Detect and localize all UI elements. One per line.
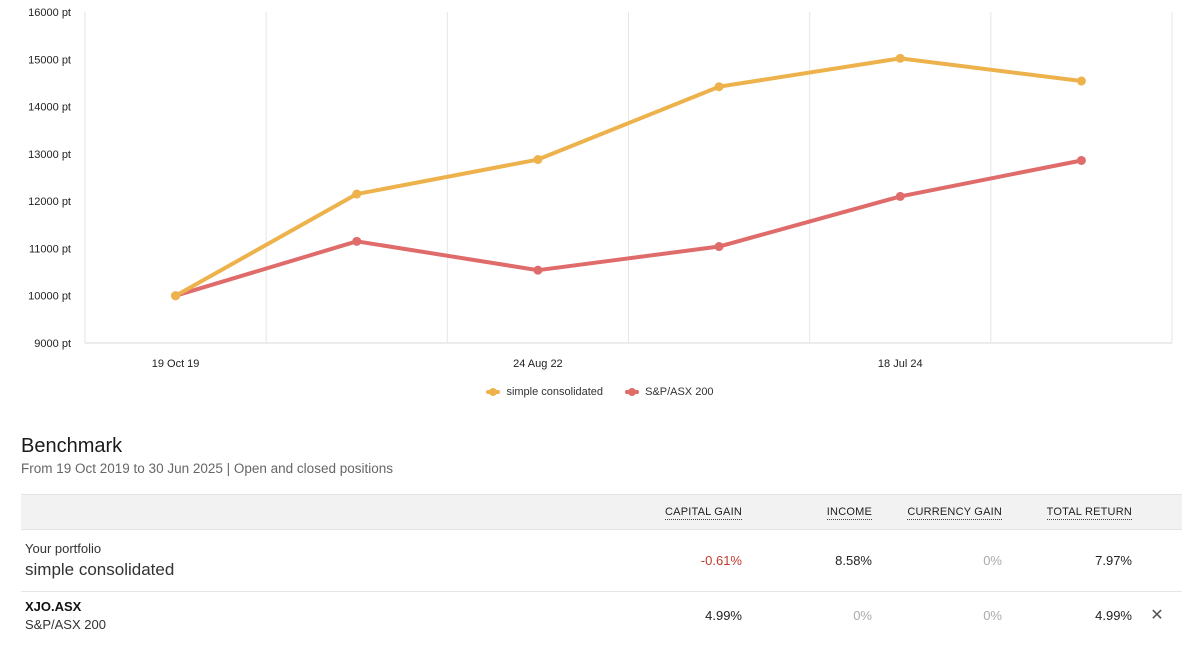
series-point-portfolio bbox=[714, 82, 724, 92]
portfolio-currency-gain: 0% bbox=[983, 553, 1002, 568]
y-tick-label: 16000 pt bbox=[28, 7, 71, 19]
series-point-portfolio bbox=[1076, 76, 1086, 86]
y-tick-label: 9000 pt bbox=[34, 338, 71, 350]
benchmark-capital-gain: 4.99% bbox=[705, 607, 742, 623]
benchmark-table: CAPITAL GAIN INCOME CURRENCY GAIN TOTAL … bbox=[21, 494, 1182, 638]
header-currency-gain[interactable]: CURRENCY GAIN bbox=[907, 506, 1002, 520]
series-point-benchmark bbox=[1076, 155, 1086, 165]
x-tick-label: 18 Jul 24 bbox=[878, 358, 923, 370]
header-total-return[interactable]: TOTAL RETURN bbox=[1046, 506, 1132, 520]
series-line-benchmark bbox=[173, 158, 1084, 298]
benchmark-title: Benchmark bbox=[21, 435, 123, 457]
series-point-portfolio bbox=[533, 155, 543, 165]
benchmark-name: S&P/ASX 200 bbox=[25, 616, 106, 632]
table-row-benchmark: XJO.ASX S&P/ASX 200 4.99% 0% 0% 4.99% ✕ bbox=[21, 592, 1182, 638]
portfolio-total-return: 7.97% bbox=[1095, 553, 1132, 568]
series-point-benchmark bbox=[533, 265, 543, 275]
benchmark-currency-gain: 0% bbox=[983, 607, 1002, 623]
series-point-portfolio bbox=[895, 53, 905, 63]
portfolio-income: 8.58% bbox=[835, 553, 872, 568]
portfolio-label: Your portfolio bbox=[25, 541, 102, 556]
portfolio-name: simple consolidated bbox=[25, 560, 175, 579]
header-income[interactable]: INCOME bbox=[826, 506, 872, 520]
header-capital-gain[interactable]: CAPITAL GAIN bbox=[665, 506, 742, 520]
legend-label-portfolio: simple consolidated bbox=[506, 386, 604, 398]
chart-legend: simple consolidated S&P/ASX 200 bbox=[0, 386, 1200, 398]
y-tick-label: 10000 pt bbox=[28, 291, 71, 303]
y-tick-label: 14000 pt bbox=[28, 102, 71, 114]
x-tick-label: 19 Oct 19 bbox=[152, 358, 200, 370]
y-tick-label: 13000 pt bbox=[28, 149, 71, 161]
series-point-benchmark bbox=[714, 242, 724, 252]
close-icon[interactable]: ✕ bbox=[1150, 607, 1164, 624]
table-row-portfolio: Your portfolio simple consolidated -0.61… bbox=[21, 530, 1182, 592]
series-point-portfolio bbox=[352, 189, 362, 199]
x-tick-label: 24 Aug 22 bbox=[513, 358, 563, 370]
benchmark-total-return: 4.99% bbox=[1095, 607, 1132, 623]
y-tick-label: 11000 pt bbox=[29, 243, 71, 255]
legend-label-benchmark: S&P/ASX 200 bbox=[645, 386, 714, 398]
legend-item-portfolio[interactable]: simple consolidated bbox=[486, 386, 603, 398]
table-header: CAPITAL GAIN INCOME CURRENCY GAIN TOTAL … bbox=[21, 494, 1182, 530]
series-line-portfolio bbox=[173, 56, 1084, 298]
benchmark-subtitle: From 19 Oct 2019 to 30 Jun 2025 | Open a… bbox=[21, 461, 393, 476]
benchmark-code: XJO.ASX bbox=[25, 598, 82, 614]
legend-swatch-benchmark bbox=[625, 388, 640, 396]
y-tick-label: 12000 pt bbox=[28, 196, 71, 208]
benchmark-income: 0% bbox=[853, 607, 872, 623]
performance-chart: 9000 pt 10000 pt 11000 pt 12000 pt 13000 pt 1… bbox=[28, 7, 1173, 370]
y-tick-label: 15000 pt bbox=[28, 54, 71, 66]
legend-swatch-portfolio bbox=[486, 388, 501, 396]
legend-item-benchmark[interactable]: S&P/ASX 200 bbox=[625, 386, 714, 398]
series-point-benchmark bbox=[895, 191, 905, 201]
series-point-portfolio bbox=[171, 291, 181, 301]
series-point-benchmark bbox=[352, 236, 362, 246]
portfolio-capital-gain: -0.61% bbox=[700, 553, 742, 568]
